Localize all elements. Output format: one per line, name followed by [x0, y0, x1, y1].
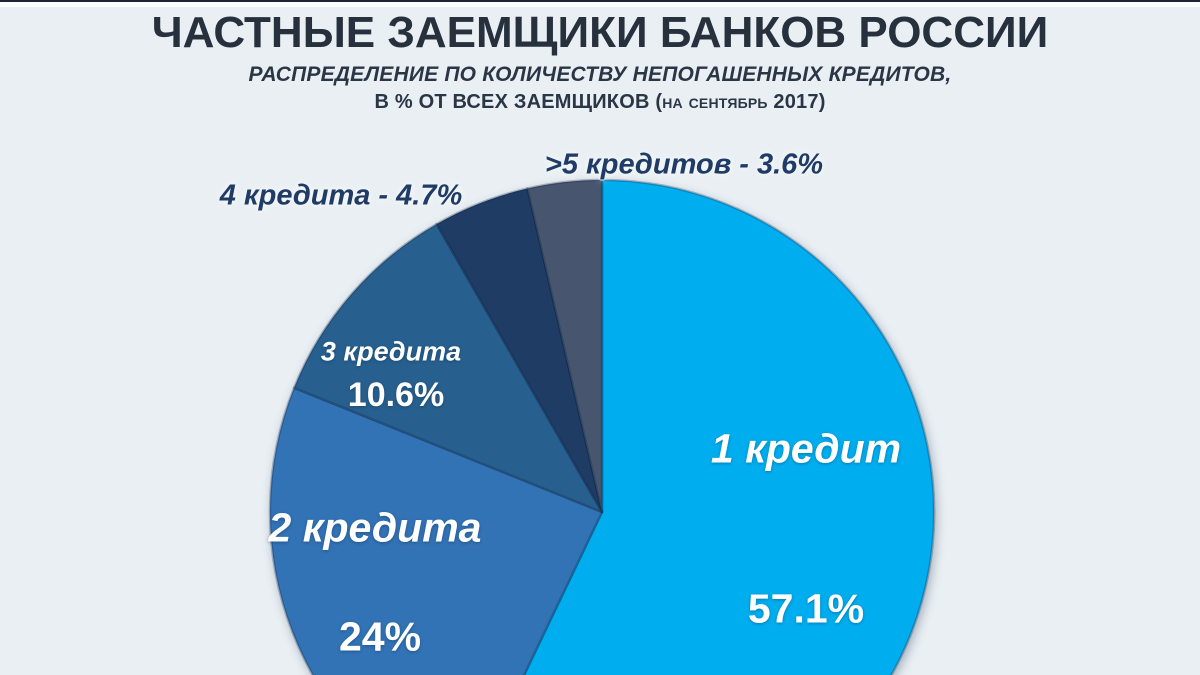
callout-label-4-credits: 4 кредита - 4.7%: [219, 179, 463, 212]
pie-slice-3: [292, 222, 604, 514]
slice-value-3-credits: 10.6%: [347, 376, 445, 414]
top-edge-line: [0, 0, 1200, 2]
top-white-strip: [0, 2, 1200, 7]
chart-subtitle-line1: РАСПРЕДЕЛЕНИЕ ПО КОЛИЧЕСТВУ НЕПОГАШЕННЫХ…: [248, 62, 952, 86]
slice-label-1-credit: 1 кредит: [710, 425, 902, 472]
pie-slice-5: [526, 178, 604, 514]
slice-label-3-credits: 3 кредита: [320, 336, 462, 367]
slice-label-2-credits: 2 кредита: [268, 504, 482, 551]
chart-subtitle-line2: В % ОТ ВСЕХ ЗАЕМЩИКОВ (на сентябрь 2017): [374, 90, 826, 113]
pie-slice-1: [522, 178, 936, 675]
slice-value-2-credits: 24%: [338, 613, 422, 660]
callout-label-gt5-credits: >5 кредитов - 3.6%: [544, 148, 824, 181]
chart-title: ЧАСТНЫЕ ЗАЕМЩИКИ БАНКОВ РОССИИ: [151, 8, 1049, 57]
chart-header: ЧАСТНЫЕ ЗАЕМЩИКИ БАНКОВ РОССИИ РАСПРЕДЕЛ…: [0, 8, 1200, 114]
slice-value-1-credit: 57.1%: [747, 585, 865, 632]
pie-slice-4: [435, 187, 604, 514]
pie-slice-2: [268, 386, 604, 675]
